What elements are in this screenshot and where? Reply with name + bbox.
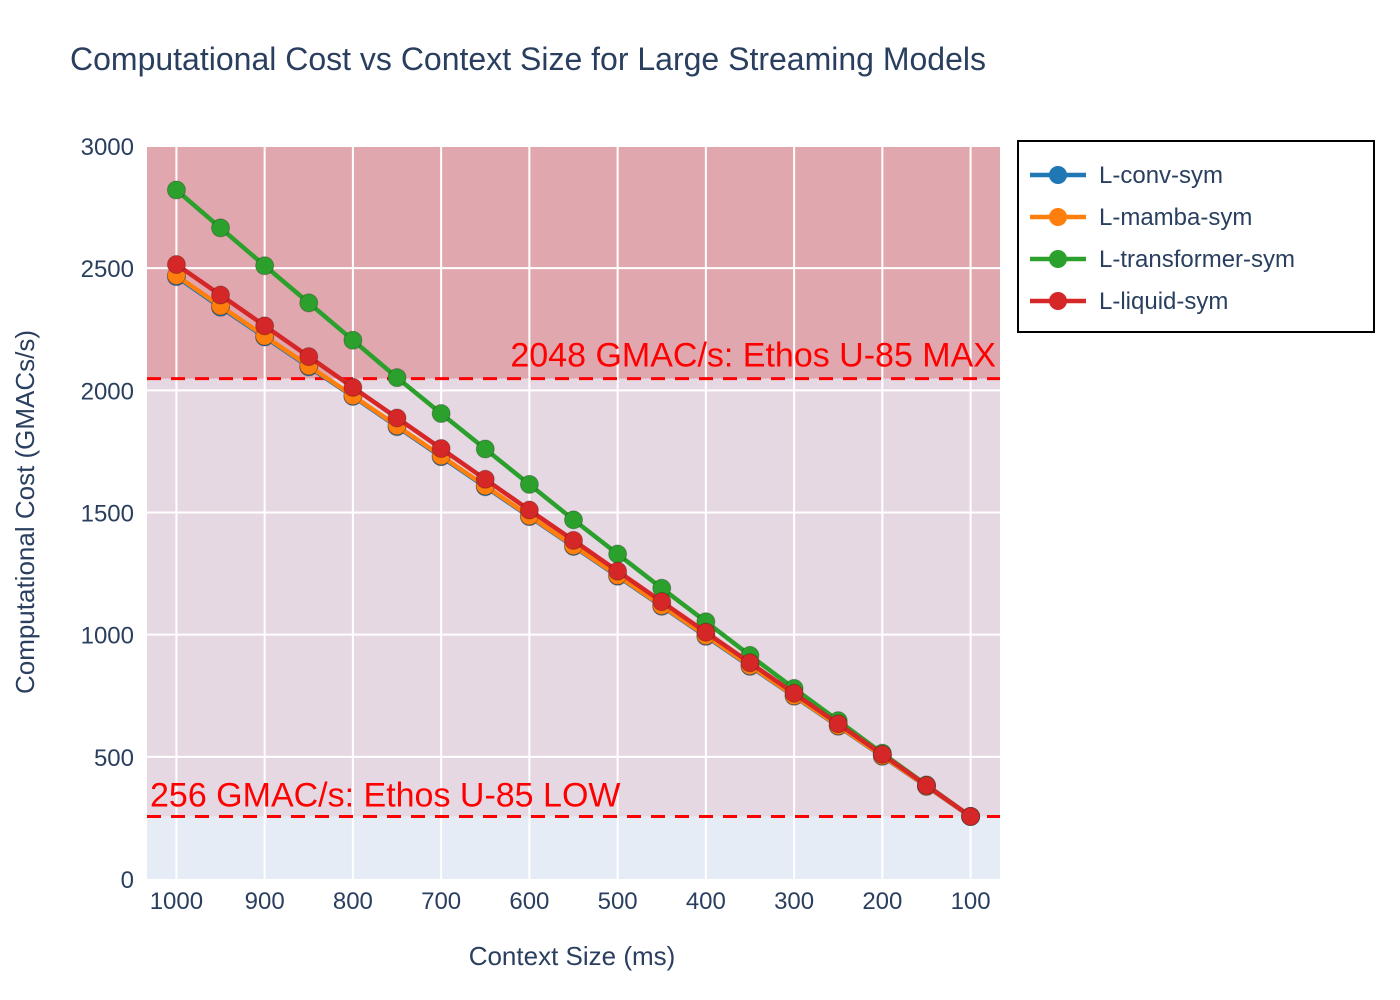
chart-title: Computational Cost vs Context Size for L…	[70, 41, 986, 77]
y-axis-label: Computational Cost (GMACs/s)	[10, 330, 40, 694]
data-point	[255, 256, 275, 276]
shaded-band	[147, 378, 1000, 817]
y-tick-label: 1000	[81, 623, 134, 650]
legend-label: L-transformer-sym	[1099, 246, 1295, 273]
data-point	[255, 316, 275, 336]
x-tick-label: 500	[598, 888, 638, 915]
x-axis-ticks: 1000 900 800 700 600 500 400 300 200 100	[150, 888, 991, 915]
data-point	[608, 544, 628, 564]
x-tick-label: 300	[774, 888, 814, 915]
x-tick-label: 800	[333, 888, 373, 915]
data-point	[166, 180, 186, 200]
x-tick-label: 1000	[150, 888, 203, 915]
plot-area	[147, 145, 1000, 879]
shaded-band	[147, 146, 1000, 379]
data-point	[519, 474, 539, 494]
data-point	[211, 285, 231, 305]
x-tick-label: 200	[862, 888, 902, 915]
data-point	[828, 714, 848, 734]
data-point	[519, 500, 539, 520]
data-point	[211, 218, 231, 238]
data-point	[299, 293, 319, 313]
threshold-label: 2048 GMAC/s: Ethos U-85 MAX	[510, 337, 996, 375]
data-point	[475, 439, 495, 459]
data-point	[740, 653, 760, 673]
x-tick-label: 600	[509, 888, 549, 915]
data-point	[784, 683, 804, 703]
data-point	[299, 347, 319, 367]
data-point	[343, 330, 363, 350]
x-tick-label: 900	[245, 888, 285, 915]
legend: L-conv-sym L-mamba-sym L-transformer-sym L-…	[1017, 140, 1375, 333]
legend-label: L-liquid-sym	[1099, 288, 1228, 315]
data-point	[166, 255, 186, 275]
data-point	[872, 744, 892, 764]
legend-label: L-conv-sym	[1099, 162, 1223, 189]
legend-swatch-marker	[1049, 250, 1067, 268]
y-tick-label: 2500	[81, 256, 134, 283]
y-tick-label: 3000	[81, 134, 134, 161]
data-point	[652, 592, 672, 612]
data-point	[916, 775, 936, 795]
legend-swatch-marker	[1049, 292, 1067, 310]
data-point	[608, 561, 628, 581]
y-tick-label: 0	[121, 867, 134, 894]
x-tick-label: 700	[421, 888, 461, 915]
y-tick-label: 2000	[81, 378, 134, 405]
x-tick-label: 400	[686, 888, 726, 915]
data-point	[343, 377, 363, 397]
y-tick-label: 1500	[81, 501, 134, 528]
y-tick-label: 500	[94, 745, 134, 772]
data-point	[431, 438, 451, 458]
legend-swatch-marker	[1049, 166, 1067, 184]
data-point	[696, 622, 716, 642]
data-point	[387, 368, 407, 388]
y-axis-ticks: 0 500 1000 1500 2000 2500 3000	[81, 134, 134, 894]
data-point	[564, 510, 583, 530]
data-point	[431, 404, 451, 424]
legend-label: L-mamba-sym	[1099, 204, 1252, 231]
data-point	[475, 469, 495, 489]
data-point	[564, 530, 583, 550]
data-point	[387, 408, 407, 428]
data-point	[961, 806, 981, 826]
x-tick-label: 100	[951, 888, 991, 915]
x-axis-label: Context Size (ms)	[469, 941, 676, 971]
threshold-annotations: 2048 GMAC/s: Ethos U-85 MAX 256 GMAC/s: E…	[150, 337, 996, 815]
threshold-label: 256 GMAC/s: Ethos U-85 LOW	[150, 776, 621, 814]
legend-swatch-marker	[1049, 208, 1067, 226]
